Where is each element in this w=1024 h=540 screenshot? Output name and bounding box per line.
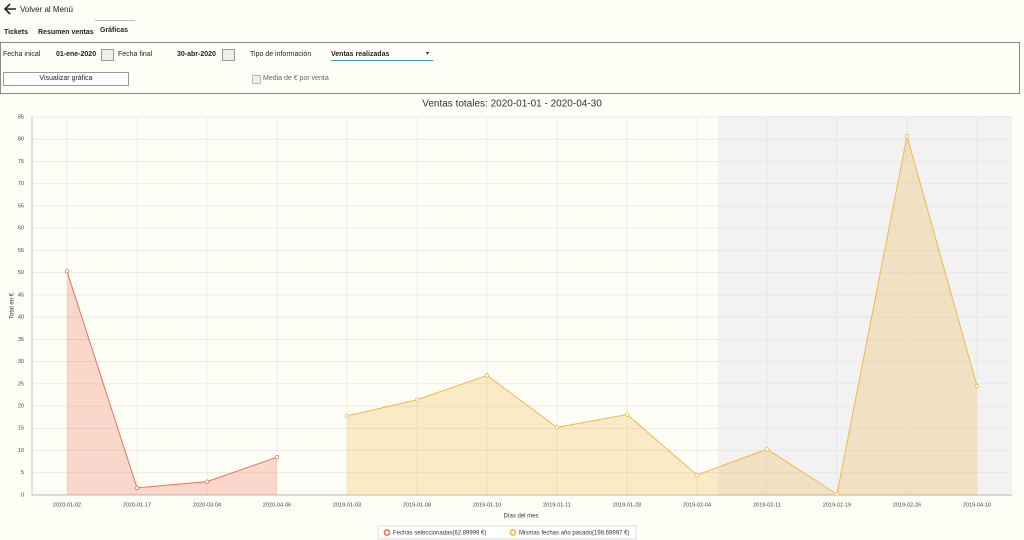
- x-tick-label: 2020-04-06: [263, 502, 291, 508]
- area-fill: [347, 136, 977, 495]
- back-arrow[interactable]: [4, 3, 18, 15]
- y-tick-label: 30: [18, 359, 24, 365]
- y-tick-label: 20: [18, 404, 24, 410]
- data-point: [974, 383, 980, 389]
- y-tick-label: 80: [18, 137, 24, 143]
- y-tick-label: 75: [18, 159, 24, 165]
- button[interactable]: Visualizar gráfica: [3, 72, 129, 86]
- data-point: [694, 472, 700, 478]
- y-tick-label: 10: [18, 448, 24, 454]
- filter-panel: [0, 42, 1020, 94]
- y-axis-label: Total en €: [10, 292, 16, 319]
- data-point: [484, 373, 490, 378]
- x-tick-label: 2019-02-04: [683, 502, 711, 508]
- y-tick-label: 15: [18, 426, 24, 432]
- data-point: [204, 479, 210, 484]
- x-tick-label: 2019-02-11: [753, 502, 781, 508]
- label: Tipo de información: [250, 51, 312, 58]
- data-point: [414, 397, 420, 403]
- date-field[interactable]: 30-abr-2020: [177, 51, 216, 58]
- y-tick-label: 65: [18, 203, 24, 209]
- legend-label[interactable]: Fechas seleccionadas(62.89999 €): [393, 531, 486, 537]
- calendar-button[interactable]: [222, 49, 235, 61]
- x-tick-label: 2019-01-10: [473, 502, 501, 508]
- y-tick-label: 70: [18, 181, 24, 187]
- y-tick-label: 55: [18, 248, 24, 254]
- tab-outline: [95, 20, 135, 40]
- y-tick-label: 35: [18, 337, 24, 343]
- chart: Ventas totales: 2020-01-01 - 2020-04-30 …: [10, 99, 1012, 540]
- checkbox-label[interactable]: Media de € por venta: [263, 75, 329, 82]
- tab[interactable]: Tickets: [4, 29, 28, 36]
- x-tick-label: 2019-02-26: [893, 502, 921, 508]
- data-point: [904, 133, 910, 139]
- calendar-button[interactable]: [101, 49, 114, 61]
- line: [346, 135, 978, 495]
- legend-marker: [509, 529, 517, 536]
- y-tick-label: 25: [18, 381, 24, 387]
- type-select[interactable]: Ventas realizadas: [331, 51, 433, 61]
- tab-active[interactable]: Gráficas: [100, 27, 129, 34]
- y-tick-label: 85: [18, 114, 24, 120]
- tab[interactable]: Resumen ventas: [38, 29, 94, 36]
- area-fill: [67, 271, 277, 495]
- back-link[interactable]: Volver al Menú: [20, 5, 73, 14]
- x-tick-label: 2019-01-11: [543, 502, 571, 508]
- data-point: [344, 413, 350, 419]
- x-tick-label: 2019-01-03: [333, 502, 361, 508]
- checkbox[interactable]: [252, 75, 261, 84]
- legend-label[interactable]: Mismas fechas año pasado(198.69997 €): [519, 531, 629, 537]
- x-axis-label: Días del mes: [503, 514, 538, 520]
- chart-title: Ventas totales: 2020-01-01 - 2020-04-30: [422, 99, 602, 110]
- data-point: [274, 455, 280, 460]
- data-point: [64, 269, 70, 274]
- label: Fecha final: [118, 51, 153, 58]
- data-point: [134, 485, 140, 491]
- legend-marker: [383, 529, 391, 536]
- x-tick-label: 2019-02-19: [823, 502, 851, 508]
- y-tick-label: 5: [21, 470, 24, 476]
- x-tick-label: 2020-03-04: [193, 502, 221, 508]
- data-point: [624, 412, 630, 417]
- y-tick-label: 40: [18, 315, 24, 321]
- x-tick-label: 2020-01-02: [53, 502, 81, 508]
- y-tick-label: 50: [18, 270, 24, 276]
- data-point: [834, 491, 840, 497]
- y-tick-label: 60: [18, 226, 24, 232]
- x-tick-label: 2020-01-17: [123, 502, 151, 508]
- x-tick-label: 2019-01-08: [403, 502, 431, 508]
- y-tick-label: 0: [21, 492, 24, 498]
- label: Fecha inical: [3, 51, 41, 58]
- dropdown-caret[interactable]: ▾: [426, 51, 430, 57]
- y-tick-label: 45: [18, 292, 24, 298]
- x-tick-label: 2019-01-28: [613, 502, 641, 508]
- data-point: [554, 425, 560, 430]
- x-tick-label: 2019-04-10: [963, 502, 991, 508]
- data-point: [764, 446, 770, 452]
- date-field[interactable]: 01-ene-2020: [56, 51, 97, 58]
- line: [66, 271, 278, 489]
- legend: [377, 525, 637, 540]
